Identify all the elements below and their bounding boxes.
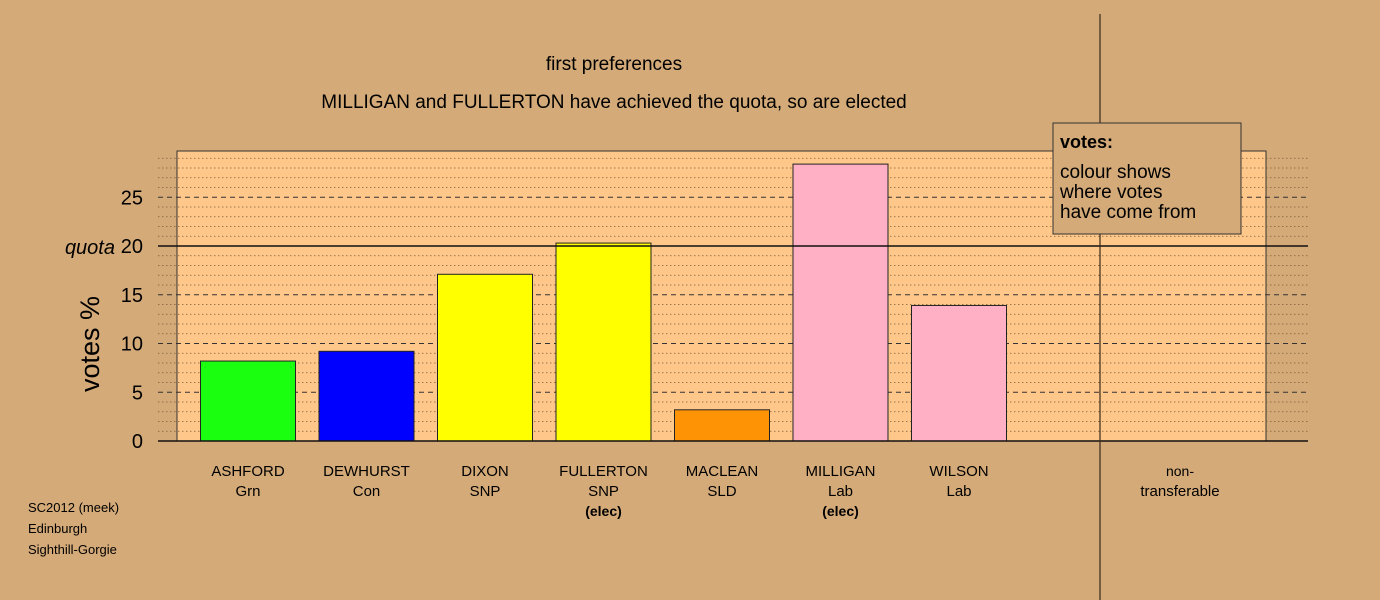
party-label-dixon: SNP bbox=[470, 483, 501, 500]
legend-box bbox=[1052, 122, 1242, 235]
bar-fullerton bbox=[555, 242, 652, 442]
caption-ward: Sighthill-Gorgie bbox=[28, 542, 117, 557]
caption-system: SC2012 (meek) bbox=[28, 500, 120, 515]
chart-caption: SC2012 (meek) Edinburgh Sighthill-Gorgie bbox=[28, 497, 119, 560]
chart-subtitle: MILLIGAN and FULLERTON have achieved the… bbox=[321, 92, 906, 113]
category-label-maclean: MACLEAN bbox=[686, 463, 759, 480]
quota-label: quota bbox=[65, 237, 115, 259]
category-label-wilson: WILSON bbox=[929, 463, 988, 480]
y-tick-label: 5 bbox=[132, 382, 143, 404]
legend-text-line: where votes bbox=[1059, 182, 1162, 203]
legend-text-line: colour shows bbox=[1060, 162, 1171, 183]
bar-dixon bbox=[437, 273, 533, 442]
y-tick-label: 0 bbox=[132, 431, 143, 453]
legend-text-line: have come from bbox=[1060, 202, 1196, 223]
elected-label-milligan: (elec) bbox=[822, 503, 859, 519]
party-label-wilson: Lab bbox=[946, 483, 971, 500]
bar-milligan bbox=[792, 163, 889, 442]
bar-ashford bbox=[200, 360, 296, 442]
party-label-fullerton: SNP bbox=[588, 483, 619, 500]
category-label-ashford: ASHFORD bbox=[211, 463, 285, 480]
chart-title: first preferences bbox=[546, 54, 682, 75]
y-tick-label: 10 bbox=[121, 334, 143, 356]
category-label-fullerton: FULLERTON bbox=[559, 463, 648, 480]
y-tick-label: 20 bbox=[121, 236, 143, 258]
caption-city: Edinburgh bbox=[28, 521, 88, 536]
party-label-dewhurst: Con bbox=[353, 483, 381, 500]
category-label-dixon: DIXON bbox=[461, 463, 509, 480]
elected-label-fullerton: (elec) bbox=[585, 503, 622, 519]
party-label-ashford: Grn bbox=[235, 483, 260, 500]
nontransferable-label-line1: non- bbox=[1166, 463, 1194, 479]
bar-dewhurst bbox=[318, 350, 415, 442]
nontransferable-label-line2: transferable bbox=[1140, 483, 1219, 500]
y-tick-label: 15 bbox=[121, 285, 143, 307]
legend-title: votes: bbox=[1060, 132, 1113, 152]
category-label-milligan: MILLIGAN bbox=[805, 463, 875, 480]
y-axis-title: votes % bbox=[75, 296, 105, 392]
bar-wilson bbox=[911, 304, 1007, 442]
category-label-dewhurst: DEWHURST bbox=[323, 463, 410, 480]
party-label-milligan: Lab bbox=[828, 483, 853, 500]
y-tick-label: 25 bbox=[121, 187, 143, 209]
party-label-maclean: SLD bbox=[707, 483, 736, 500]
bar-maclean bbox=[674, 409, 770, 442]
